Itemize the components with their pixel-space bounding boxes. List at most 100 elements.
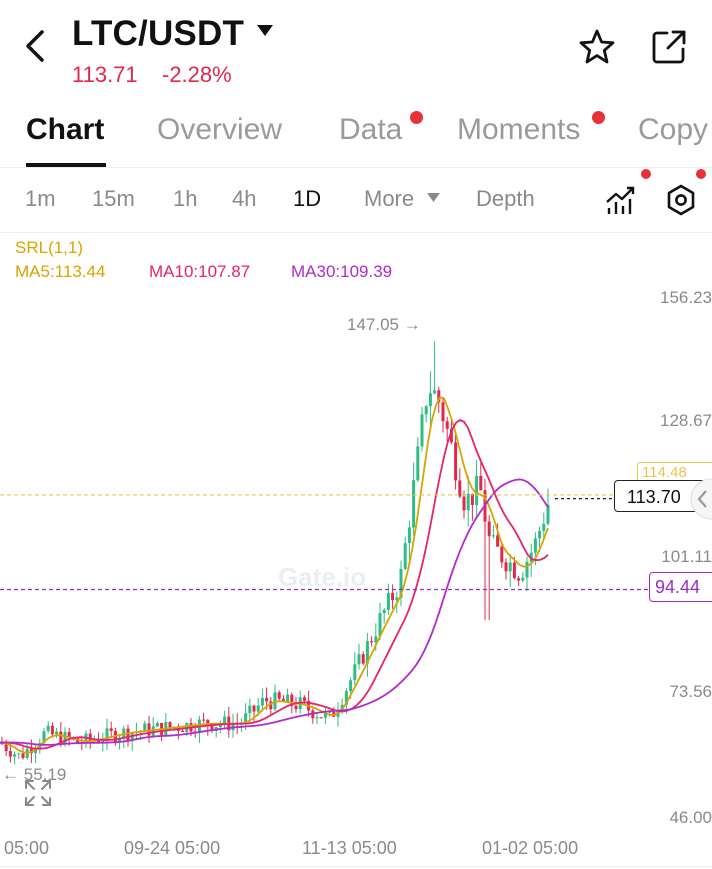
candle-body <box>370 641 374 643</box>
candle-body <box>21 753 25 759</box>
y-tick: 46.00 <box>669 808 712 827</box>
candle-body <box>181 730 185 732</box>
star-icon[interactable] <box>578 28 616 66</box>
interval-4h[interactable]: 4h <box>232 186 257 211</box>
candle-body <box>391 592 395 601</box>
tab-data-badge <box>410 111 423 124</box>
candle-body <box>126 728 130 741</box>
candle-body <box>223 716 227 725</box>
candle-body <box>323 712 327 718</box>
low-line-tag: 94.44 <box>649 572 712 602</box>
pair-title[interactable]: LTC/USDT <box>72 14 245 53</box>
candle-body <box>466 493 470 511</box>
tab-moments[interactable]: Moments <box>457 113 581 146</box>
candle-body <box>374 636 378 643</box>
active-tab-underline <box>26 163 106 167</box>
candle-body <box>202 719 206 721</box>
interval-1d[interactable]: 1D <box>293 186 322 211</box>
fullscreen-icon[interactable] <box>24 779 52 807</box>
y-tick: 156.23 <box>660 288 712 307</box>
interval-1m[interactable]: 1m <box>25 186 56 211</box>
candle-body <box>143 723 147 732</box>
interval-1h[interactable]: 1h <box>173 186 198 211</box>
more-caret-icon[interactable] <box>427 193 440 203</box>
candle-body <box>248 705 252 714</box>
candle-body <box>365 641 369 664</box>
candle-body <box>344 690 348 705</box>
bottom-divider <box>0 866 712 867</box>
candle-body <box>252 705 256 712</box>
candle-body <box>88 733 92 741</box>
back-arrow-icon[interactable] <box>22 28 50 64</box>
tabs-divider <box>0 167 712 168</box>
candle-body <box>395 597 399 601</box>
last-price: 113.71 <box>72 62 138 87</box>
candle-body <box>17 753 21 755</box>
candle-body <box>357 654 361 665</box>
candle-body <box>479 475 483 491</box>
candle-body <box>462 496 466 511</box>
y-tick: 101.11 <box>661 547 712 566</box>
candle-body <box>458 480 462 497</box>
ma30-indicator: MA30:109.39 <box>291 262 393 281</box>
candle-body <box>504 562 508 572</box>
candle-body <box>386 592 390 610</box>
tab-copy[interactable]: Copy <box>638 113 709 146</box>
candle-body <box>109 728 113 732</box>
candle-body <box>449 428 453 443</box>
candle-body <box>210 726 214 731</box>
candle-body <box>517 578 521 581</box>
ma5-price-tag: 114.48 <box>637 462 712 484</box>
caret-down-icon[interactable] <box>256 24 274 38</box>
candle-body <box>420 414 424 447</box>
indicator-chart-icon[interactable] <box>604 184 638 216</box>
candle-body <box>441 402 445 422</box>
x-tick: 11-13 05:00 <box>302 838 397 858</box>
interval-more[interactable]: More <box>364 186 415 211</box>
candle-body <box>67 732 71 738</box>
candle-body <box>512 562 516 579</box>
high-price-marker: 147.05 → <box>347 315 421 334</box>
candle-body <box>500 546 504 563</box>
indicator-badge <box>641 169 651 179</box>
candle-body <box>155 723 159 727</box>
candle-body <box>302 697 306 701</box>
candle-body <box>118 737 122 743</box>
candle-body <box>50 725 54 735</box>
candle-body <box>349 680 353 691</box>
scroll-handle[interactable] <box>690 478 712 520</box>
settings-hex-icon[interactable] <box>664 183 698 217</box>
candle-body <box>265 697 269 702</box>
candle-body <box>508 562 512 572</box>
candle-body <box>491 535 495 537</box>
candle-body <box>328 711 332 713</box>
interval-15m[interactable]: 15m <box>92 186 135 211</box>
candle-body <box>445 421 449 429</box>
candle-body <box>290 694 294 706</box>
candle-body <box>399 568 403 598</box>
ma10-indicator: MA10:107.87 <box>149 262 251 281</box>
candle-body <box>59 731 63 745</box>
candlestick-chart[interactable] <box>0 290 712 830</box>
candle-body <box>521 577 525 581</box>
low-price-marker: ← 55.19 <box>2 765 67 784</box>
candle-body <box>382 609 386 614</box>
tab-chart[interactable]: Chart <box>26 113 105 146</box>
srl-indicator: SRL(1,1) <box>15 238 84 257</box>
price-change: -2.28% <box>162 62 232 87</box>
candle-body <box>281 698 285 703</box>
interval-depth[interactable]: Depth <box>476 186 535 211</box>
candle-body <box>470 493 474 506</box>
candle-body <box>286 694 290 703</box>
candle-body <box>546 504 550 524</box>
candle-body <box>147 723 151 736</box>
tab-overview[interactable]: Overview <box>157 113 283 146</box>
candle-body <box>525 561 529 578</box>
candle-body <box>378 613 382 637</box>
candle-body <box>277 692 281 699</box>
tab-data[interactable]: Data <box>339 113 403 146</box>
share-icon[interactable] <box>650 28 688 66</box>
candle-body <box>206 719 210 727</box>
candle-body <box>260 697 264 706</box>
ma10-line <box>0 419 549 750</box>
